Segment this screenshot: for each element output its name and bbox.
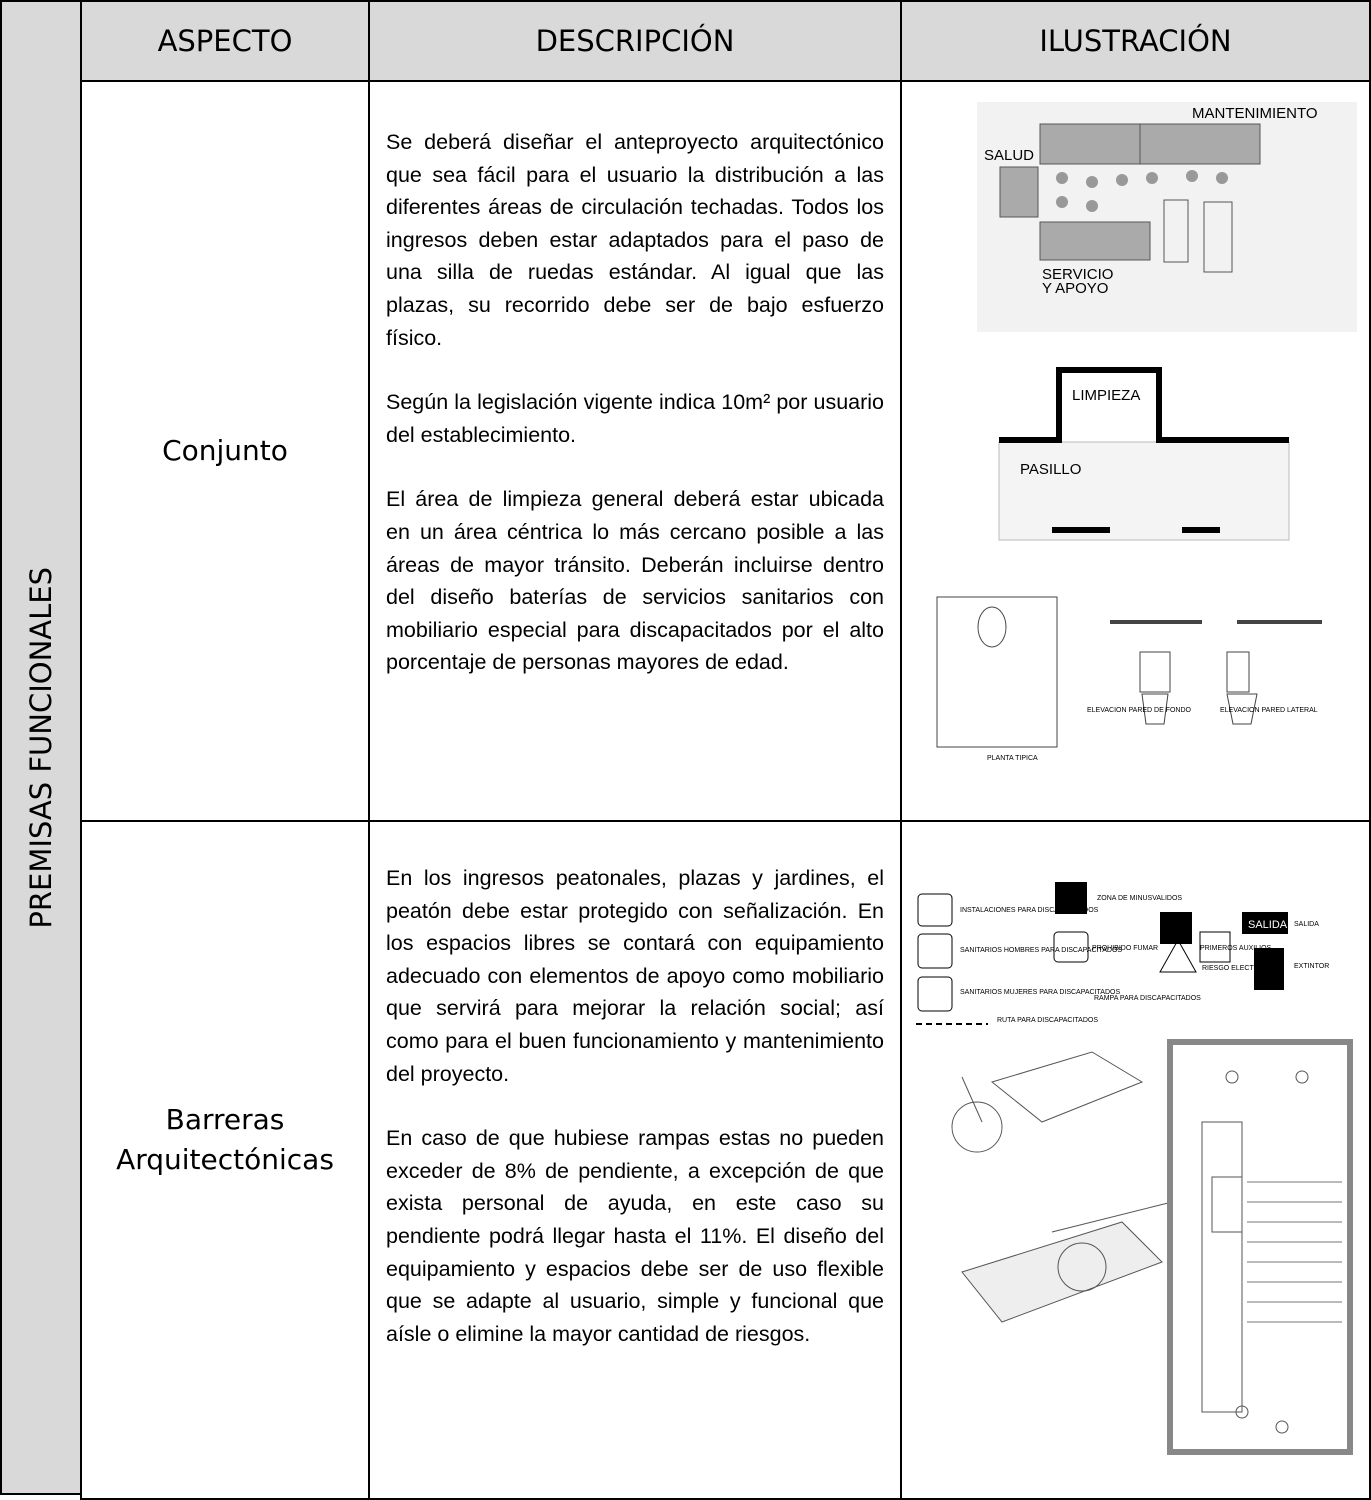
- header-text: DESCRIPCIÓN: [535, 24, 735, 58]
- aspect-cell: Barreras Arquitectónicas: [80, 820, 370, 1500]
- aspect-text: Conjunto: [162, 434, 288, 467]
- header-text: ASPECTO: [157, 24, 293, 58]
- illustration-label: RAMPA PARA DISCAPACITADOS: [1094, 995, 1201, 1002]
- aspect-cell: Conjunto: [80, 80, 370, 822]
- illustration: MANTENIMIENTO SALUD SERVICIO Y APOYO LIM…: [936, 102, 1357, 762]
- illustration-label: INSTALACIONES PARA DISCAPACITADOS: [960, 907, 1099, 914]
- illustration-label: PROHIBIDO FUMAR: [1092, 945, 1158, 952]
- illustration-label: SANITARIOS MUJERES PARA DISCAPACITADOS: [960, 989, 1120, 996]
- illustration-cell: INSTALACIONES PARA DISCAPACITADOS ZONA D…: [900, 820, 1371, 1500]
- side-label: PREMISAS FUNCIONALES: [24, 566, 58, 929]
- paragraph: El área de limpieza general deberá estar…: [386, 487, 884, 675]
- illustration-label: PRIMEROS AUXILIOS: [1200, 945, 1272, 952]
- paragraph: En los ingresos peatonales, plazas y jar…: [386, 866, 884, 1086]
- illustration-label: ZONA DE MINUSVALIDOS: [1097, 895, 1182, 902]
- paragraph: Según la legislación vigente indica 10m²…: [386, 390, 884, 447]
- side-header: PREMISAS FUNCIONALES: [0, 0, 82, 1495]
- illustration-label: SALIDA: [1248, 919, 1288, 931]
- paragraph: En caso de que hubiese rampas estas no p…: [386, 1126, 884, 1346]
- illustration-label: ELEVACION PARED DE FONDO: [1087, 707, 1192, 714]
- illustration-cell: MANTENIMIENTO SALUD SERVICIO Y APOYO LIM…: [900, 80, 1371, 822]
- illustration-label: SALUD: [984, 147, 1034, 164]
- paragraph: Se deberá diseñar el anteproyecto arquit…: [386, 130, 884, 350]
- header-cell: ASPECTO: [80, 0, 370, 82]
- header-cell: DESCRIPCIÓN: [368, 0, 902, 82]
- aspect-text: Barreras Arquitectónicas: [116, 1103, 334, 1176]
- illustration-label: EXTINTOR: [1294, 963, 1329, 970]
- illustration-label: PASILLO: [1020, 461, 1081, 478]
- illustration-label: SALIDA: [1294, 921, 1319, 928]
- illustration-label: MANTENIMIENTO: [1192, 105, 1318, 122]
- illustration-label: SERVICIO: [1042, 266, 1113, 283]
- illustration-label: Y APOYO: [1042, 280, 1108, 297]
- illustration-label: RIESGO ELECTRICO: [1202, 965, 1272, 972]
- illustration-label: SANITARIOS HOMBRES PARA DISCAPACITADOS: [960, 947, 1122, 954]
- illustration: INSTALACIONES PARA DISCAPACITADOS ZONA D…: [916, 882, 1353, 1455]
- description-cell: En los ingresos peatonales, plazas y jar…: [368, 820, 902, 1500]
- header-cell: ILUSTRACIÓN: [900, 0, 1371, 82]
- header-text: ILUSTRACIÓN: [1039, 24, 1232, 58]
- illustration-label: LIMPIEZA: [1072, 387, 1140, 404]
- illustration-label: PLANTA TIPICA: [987, 755, 1038, 762]
- description-cell: Se deberá diseñar el anteproyecto arquit…: [368, 80, 902, 822]
- illustration-label: RUTA PARA DISCAPACITADOS: [997, 1017, 1098, 1024]
- illustration-label: ELEVACION PARED LATERAL: [1220, 707, 1318, 714]
